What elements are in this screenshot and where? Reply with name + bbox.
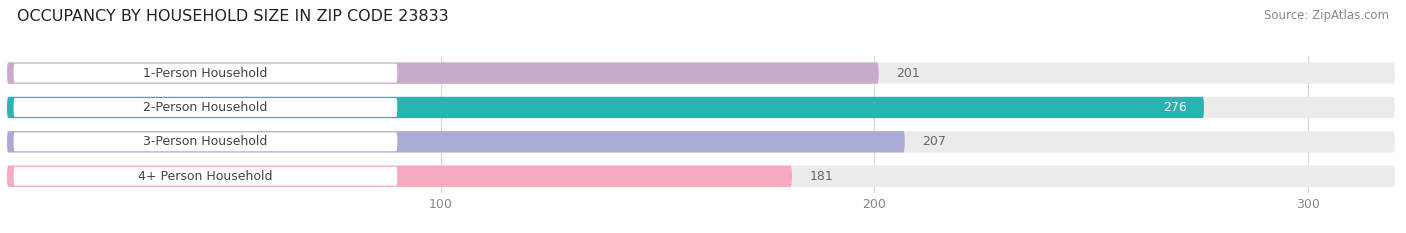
FancyBboxPatch shape [7,97,1204,118]
FancyBboxPatch shape [7,62,1395,84]
Text: 201: 201 [896,67,920,80]
FancyBboxPatch shape [14,132,398,151]
Text: 1-Person Household: 1-Person Household [143,67,267,80]
FancyBboxPatch shape [7,131,904,152]
Text: 207: 207 [922,135,946,148]
FancyBboxPatch shape [14,167,398,186]
FancyBboxPatch shape [7,166,792,187]
FancyBboxPatch shape [7,131,1395,152]
FancyBboxPatch shape [7,166,1395,187]
FancyBboxPatch shape [7,62,879,84]
Text: 181: 181 [810,170,834,183]
FancyBboxPatch shape [7,97,1395,118]
FancyBboxPatch shape [14,98,398,117]
FancyBboxPatch shape [14,64,398,82]
Text: 2-Person Household: 2-Person Household [143,101,267,114]
Text: OCCUPANCY BY HOUSEHOLD SIZE IN ZIP CODE 23833: OCCUPANCY BY HOUSEHOLD SIZE IN ZIP CODE … [17,9,449,24]
Text: 3-Person Household: 3-Person Household [143,135,267,148]
Text: Source: ZipAtlas.com: Source: ZipAtlas.com [1264,9,1389,22]
Text: 4+ Person Household: 4+ Person Household [138,170,273,183]
Text: 276: 276 [1163,101,1187,114]
